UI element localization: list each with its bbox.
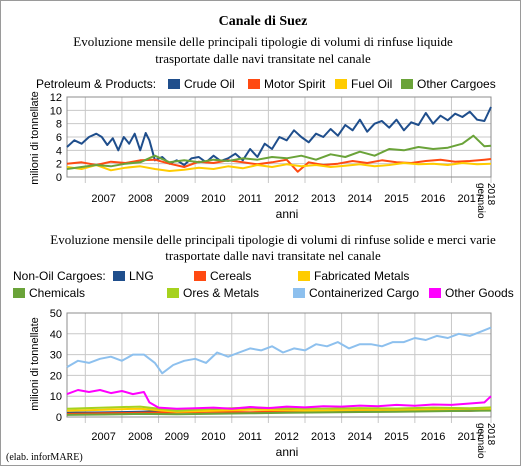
series-line-other-goods (66, 389, 492, 410)
legend-label-containerized-cargo: Containerized Cargo (309, 286, 419, 300)
plot-border (66, 312, 492, 418)
legend-swatch-containerized-cargo (293, 288, 305, 298)
series-line-fabricated-metals (66, 407, 492, 413)
x-tick-label: 2010 (201, 193, 225, 205)
chart2-subtitle-line1: Evoluzione mensile delle principali tipo… (50, 232, 496, 247)
legend-label-cereals: Cereals (210, 269, 251, 283)
x-tick-label: 2017 (458, 193, 482, 205)
y-tick-label: 10 (50, 105, 62, 117)
chart1-xlabel: anni (276, 207, 299, 221)
x-tick-label: 2008 (128, 431, 152, 443)
x-tick-label-last: 2018gennaio (475, 183, 496, 219)
legend-swatch-crude-oil (168, 79, 180, 89)
source-credit: (elab. inforMARE) (6, 452, 83, 463)
y-tick-label: 30 (50, 350, 62, 362)
x-tick-label: 2014 (348, 193, 372, 205)
x-tick-label: 2016 (421, 193, 445, 205)
x-tick-label: 2008 (128, 193, 152, 205)
chart2-legend: Non-Oil Cargoes: LNG Cereals Fabricated Me… (13, 269, 514, 300)
series-line-ores-metals (66, 405, 492, 412)
y-tick-label: 10 (50, 391, 62, 403)
plot-border (66, 96, 492, 178)
legend-label-motor-spirit: Motor Spirit (264, 77, 326, 91)
legend-swatch-fabricated-metals (298, 271, 310, 281)
legend-label-other-goods: Other Goods (445, 286, 514, 300)
chart1-subtitle-line1: Evoluzione mensile delle principali tipo… (73, 34, 453, 49)
series-line-motor-spirit (66, 158, 492, 173)
chart2-legend-title: Non-Oil Cargoes: (13, 269, 106, 283)
x-tick-label: 2016 (421, 431, 445, 443)
chart1-ylabel: milioni di tonnellate (29, 91, 41, 185)
series-line-chemicals (66, 409, 492, 416)
legend-label-fabricated-metals: Fabricated Metals (314, 269, 409, 283)
legend-swatch-cereals (194, 271, 206, 281)
legend-label-chemicals: Chemicals (29, 286, 85, 300)
x-tick-label: 2012 (274, 431, 298, 443)
x-tick-label: 2010 (201, 431, 225, 443)
chart1-legend: Petroleum & Products: Crude Oil Motor Spi… (36, 77, 496, 91)
x-tick-label-year: 2018 (485, 183, 496, 206)
x-tick-label: 2015 (384, 193, 408, 205)
y-tick-label: 12 (50, 92, 62, 104)
y-tick-label: 4 (56, 145, 62, 157)
x-tick-label: 2009 (165, 193, 189, 205)
legend-swatch-fuel-oil (335, 79, 347, 89)
chart2-xlabel: anni (276, 445, 299, 459)
series-line-fuel-oil (66, 162, 492, 172)
series-line-containerized-cargo (66, 326, 492, 375)
x-tick-label: 2017 (458, 431, 482, 443)
x-tick-label: 2011 (238, 431, 262, 443)
x-tick-label: 2012 (274, 193, 298, 205)
y-tick-label: 0 (56, 172, 62, 184)
x-tick-label-last: 2018gennaio (475, 423, 496, 459)
x-tick-label-month: gennaio (475, 183, 486, 219)
x-tick-label: 2014 (348, 431, 372, 443)
chart2-plot: 0 10 20 30 40 50 2007 2008 2009 2010 2011 2012 2013 2… (50, 308, 496, 459)
x-tick-label: 2011 (238, 193, 262, 205)
legend-swatch-chemicals (13, 288, 25, 298)
series-line-other-cargoes (66, 134, 492, 170)
y-tick-label: 0 (56, 412, 62, 424)
y-tick-label: 20 (50, 370, 62, 382)
chart2-subtitle-line2: trasportate dalle navi transitate nel ca… (165, 248, 381, 263)
y-tick-label: 50 (50, 308, 62, 320)
chart2-ylabel: milioni di tonnellate (29, 317, 41, 411)
y-tick-label: 8 (56, 119, 62, 131)
y-tick-label: 40 (50, 329, 62, 341)
legend-swatch-motor-spirit (248, 79, 260, 89)
legend-swatch-lng (113, 271, 125, 281)
x-tick-label: 2013 (311, 431, 335, 443)
series-line-crude-oil (66, 106, 492, 166)
legend-swatch-other-goods (429, 288, 441, 298)
chart1-legend-title: Petroleum & Products: (36, 77, 156, 91)
legend-swatch-ores-metals (167, 288, 179, 298)
main-title: Canale di Suez (219, 14, 308, 29)
x-tick-label: 2007 (91, 431, 115, 443)
legend-label-ores-metals: Ores & Metals (183, 286, 259, 300)
legend-label-other-cargoes: Other Cargoes (417, 77, 496, 91)
chart1-subtitle-line2: trasportate dalle navi transitate nel ca… (155, 51, 371, 66)
legend-label-fuel-oil: Fuel Oil (351, 77, 392, 91)
x-tick-label: 2007 (91, 193, 115, 205)
legend-label-lng: LNG (129, 269, 154, 283)
legend-label-crude-oil: Crude Oil (184, 77, 235, 91)
x-tick-label-month: gennaio (475, 423, 486, 459)
y-tick-label: 6 (56, 132, 62, 144)
x-tick-label-year: 2018 (485, 423, 496, 446)
y-tick-label: 2 (56, 159, 62, 171)
x-tick-label: 2015 (384, 431, 408, 443)
x-tick-label: 2013 (311, 193, 335, 205)
legend-swatch-other-cargoes (401, 79, 413, 89)
x-tick-label: 2009 (165, 431, 189, 443)
